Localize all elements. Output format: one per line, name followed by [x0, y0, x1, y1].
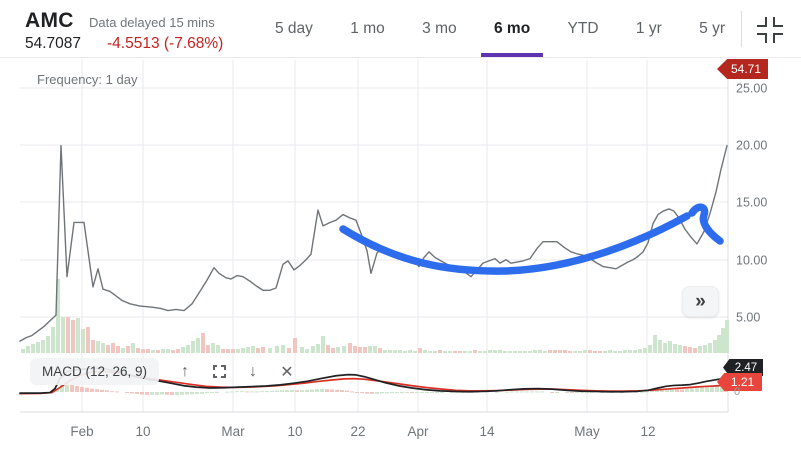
svg-text:20.00: 20.00: [736, 139, 767, 153]
macd-value-badge: 2.47: [723, 359, 763, 376]
tab-6-mo[interactable]: 6 mo: [480, 0, 544, 57]
current-price: 54.7087: [25, 35, 82, 52]
svg-text:10: 10: [287, 424, 302, 439]
macd-indicator-label: MACD (12, 26, 9): [30, 358, 160, 385]
signal-value-badge: 1.21: [717, 373, 762, 391]
macd-histogram: [50, 383, 728, 396]
svg-text:Mar: Mar: [221, 424, 245, 439]
tab-ytd[interactable]: YTD: [567, 19, 599, 37]
svg-text:15.00: 15.00: [736, 196, 767, 210]
ticker-symbol: AMC: [25, 9, 74, 32]
svg-text:Feb: Feb: [70, 424, 93, 439]
close-icon[interactable]: ✕: [280, 363, 294, 381]
tab-1-mo[interactable]: 1 mo: [350, 19, 385, 37]
fullscreen-icon[interactable]: [202, 358, 236, 385]
gridlines: [20, 60, 729, 413]
header-divider: [741, 11, 742, 47]
svg-text:10.00: 10.00: [736, 254, 767, 268]
svg-text:10: 10: [135, 424, 150, 439]
move-up-icon[interactable]: ↑: [181, 362, 189, 380]
svg-text:Apr: Apr: [407, 424, 429, 439]
volume-bars: [21, 279, 729, 353]
tab-5-yr[interactable]: 5 yr: [699, 19, 725, 37]
collapse-icon[interactable]: [757, 17, 783, 43]
tab-5-day[interactable]: 5 day: [275, 19, 313, 37]
delay-note: Data delayed 15 mins: [89, 15, 215, 30]
svg-text:22: 22: [350, 424, 365, 439]
tab-3-mo[interactable]: 3 mo: [422, 19, 457, 37]
svg-text:12: 12: [640, 424, 655, 439]
price-change: -4.5513 (-7.68%): [107, 35, 224, 52]
range-tabs: 5 day 1 mo 3 mo 6 mo YTD 1 yr 5 yr: [262, 0, 738, 57]
frequency-label: Frequency: 1 day: [37, 72, 138, 87]
chart-canvas[interactable]: 25.00 20.00 15.00 10.00 5.00 Feb 10 Mar 10 22 Apr 1…: [0, 58, 801, 450]
svg-text:5.00: 5.00: [736, 311, 760, 325]
chart-svg: 25.00 20.00 15.00 10.00 5.00 Feb 10 Mar 10 22 Apr 1…: [19, 60, 767, 439]
tab-1-yr[interactable]: 1 yr: [635, 19, 662, 37]
annotation-curve: [339, 203, 724, 275]
move-down-icon[interactable]: ↓: [249, 362, 257, 380]
svg-text:25.00: 25.00: [736, 82, 767, 96]
header-separator: [0, 57, 801, 58]
y-axis-labels: 25.00 20.00 15.00 10.00 5.00: [736, 82, 767, 325]
svg-text:14: 14: [479, 424, 495, 439]
x-axis-labels: Feb 10 Mar 10 22 Apr 14 May 12: [70, 424, 655, 439]
svg-text:May: May: [574, 424, 600, 439]
macd-toolbar: ↑ ↓ ✕: [168, 358, 304, 385]
macd-zero-label: 0: [734, 386, 741, 398]
expand-panel-button[interactable]: »: [682, 286, 719, 317]
last-price-badge: 54.71: [717, 59, 768, 79]
